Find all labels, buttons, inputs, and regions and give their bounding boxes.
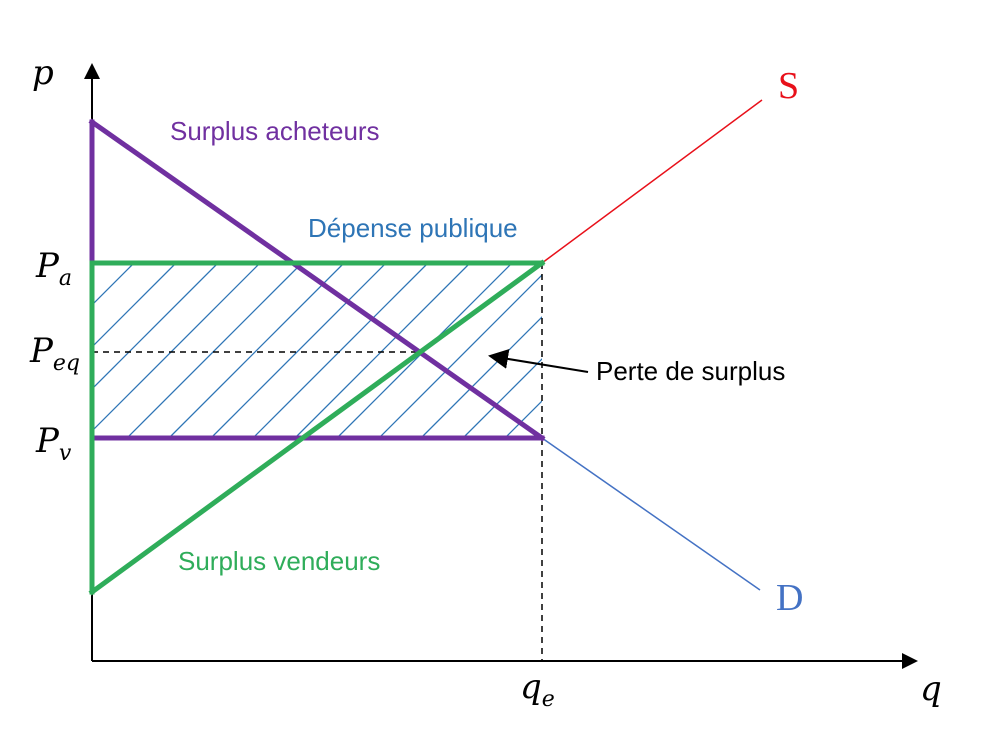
- supply-curve: [541, 99, 763, 264]
- x-axis-label: q: [920, 669, 942, 709]
- hatch-line: [126, 263, 303, 438]
- hatch-line: [210, 263, 387, 438]
- hatch-line: [168, 263, 345, 438]
- hatch-line: [92, 263, 135, 438]
- hatch-line: [462, 263, 542, 438]
- supply-label: S: [778, 65, 799, 107]
- surplus-loss-arrow: [488, 349, 589, 373]
- hatch-line: [294, 263, 471, 438]
- x-axis-arrow-icon: [902, 653, 918, 669]
- hatch-line: [92, 263, 219, 438]
- hatch-line: [378, 263, 542, 438]
- surplus-loss-label: Perte de surplus: [596, 356, 785, 386]
- hatch-line: [504, 263, 542, 438]
- buyers-surplus-shape: [88, 118, 546, 442]
- price-label-pv: Pv: [35, 421, 72, 466]
- sellers-surplus-shape: [88, 259, 546, 596]
- price-label-pa: Pa: [35, 246, 72, 291]
- hatch-line: [92, 263, 261, 438]
- y-axis-arrow-icon: [84, 63, 100, 79]
- hatch-line: [252, 263, 429, 438]
- y-axis-label: p: [32, 53, 54, 93]
- hatch-line: [92, 263, 177, 438]
- buyers-surplus-label: Surplus acheteurs: [170, 116, 380, 146]
- public-spending-hatch: [92, 263, 722, 438]
- price-label-peq: Peq: [29, 331, 80, 376]
- public-spending-label: Dépense publique: [308, 213, 518, 243]
- sellers-surplus-label: Surplus vendeurs: [178, 546, 380, 576]
- demand-label: D: [776, 577, 803, 619]
- quantity-label-qe: qe: [520, 667, 555, 712]
- hatch-line: [547, 263, 722, 438]
- demand-curve: [541, 437, 761, 591]
